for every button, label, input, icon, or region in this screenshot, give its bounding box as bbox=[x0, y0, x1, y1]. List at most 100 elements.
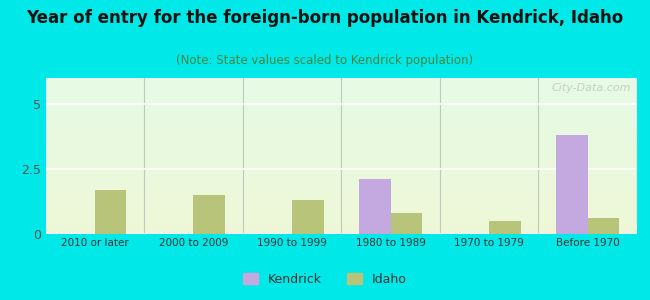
Bar bbox=[46, 143, 637, 144]
Bar bbox=[46, 179, 637, 180]
Bar bbox=[46, 186, 637, 187]
Bar bbox=[46, 156, 637, 157]
Bar bbox=[46, 184, 637, 185]
Bar bbox=[46, 152, 637, 153]
Bar bbox=[46, 168, 637, 169]
Bar bbox=[46, 133, 637, 134]
Bar bbox=[46, 166, 637, 167]
Bar bbox=[46, 87, 637, 88]
Bar bbox=[46, 144, 637, 145]
Bar bbox=[46, 230, 637, 231]
Bar bbox=[46, 220, 637, 221]
Bar bbox=[46, 232, 637, 233]
Bar bbox=[46, 78, 637, 79]
Bar bbox=[46, 176, 637, 177]
Bar bbox=[46, 141, 637, 142]
Bar bbox=[46, 124, 637, 125]
Bar bbox=[46, 217, 637, 218]
Bar bbox=[46, 115, 637, 116]
Bar bbox=[46, 86, 637, 87]
Bar bbox=[46, 79, 637, 80]
Bar bbox=[46, 212, 637, 213]
Bar bbox=[46, 229, 637, 230]
Bar bbox=[46, 96, 637, 97]
Bar bbox=[46, 165, 637, 166]
Bar bbox=[46, 210, 637, 211]
Bar bbox=[46, 211, 637, 212]
Bar bbox=[46, 90, 637, 91]
Bar bbox=[46, 172, 637, 173]
Bar bbox=[46, 82, 637, 83]
Bar bbox=[46, 131, 637, 132]
Bar bbox=[46, 163, 637, 164]
Bar bbox=[46, 159, 637, 160]
Bar bbox=[46, 81, 637, 82]
Bar bbox=[46, 189, 637, 190]
Bar bbox=[46, 100, 637, 101]
Bar bbox=[46, 84, 637, 85]
Bar bbox=[46, 114, 637, 115]
Bar bbox=[46, 218, 637, 219]
Bar bbox=[46, 200, 637, 201]
Bar bbox=[46, 199, 637, 200]
Bar bbox=[46, 190, 637, 191]
Bar bbox=[46, 178, 637, 179]
Bar bbox=[46, 201, 637, 202]
Bar bbox=[46, 132, 637, 133]
Bar bbox=[46, 162, 637, 163]
Bar bbox=[46, 148, 637, 149]
Bar bbox=[46, 233, 637, 234]
Bar bbox=[46, 207, 637, 208]
Bar bbox=[46, 161, 637, 162]
Text: Year of entry for the foreign-born population in Kendrick, Idaho: Year of entry for the foreign-born popul… bbox=[27, 9, 623, 27]
Bar bbox=[46, 93, 637, 94]
Bar bbox=[46, 226, 637, 227]
Bar bbox=[46, 208, 637, 209]
Bar bbox=[46, 177, 637, 178]
Bar bbox=[46, 160, 637, 161]
Bar bbox=[46, 216, 637, 217]
Bar bbox=[46, 95, 637, 96]
Bar bbox=[46, 108, 637, 109]
Bar bbox=[46, 92, 637, 93]
Bar bbox=[46, 138, 637, 139]
Bar bbox=[46, 219, 637, 220]
Text: City-Data.com: City-Data.com bbox=[552, 83, 631, 93]
Bar bbox=[46, 222, 637, 223]
Bar bbox=[46, 89, 637, 90]
Bar bbox=[46, 91, 637, 92]
Bar bbox=[46, 145, 637, 146]
Bar bbox=[588, 218, 619, 234]
Bar bbox=[46, 113, 637, 114]
Bar bbox=[46, 112, 637, 113]
Bar bbox=[46, 99, 637, 100]
Bar bbox=[46, 127, 637, 128]
Bar bbox=[46, 213, 637, 214]
Bar bbox=[46, 94, 637, 95]
Bar bbox=[46, 174, 637, 175]
Bar bbox=[46, 121, 637, 122]
Bar bbox=[46, 80, 637, 81]
Bar bbox=[95, 190, 126, 234]
Bar bbox=[46, 231, 637, 232]
Bar bbox=[46, 122, 637, 123]
Bar bbox=[46, 125, 637, 126]
Bar bbox=[46, 111, 637, 112]
Bar bbox=[46, 153, 637, 154]
Bar bbox=[46, 202, 637, 203]
Bar bbox=[46, 103, 637, 104]
Bar bbox=[46, 192, 637, 193]
Bar bbox=[46, 185, 637, 186]
Bar bbox=[46, 110, 637, 111]
Bar bbox=[46, 195, 637, 196]
Legend: Kendrick, Idaho: Kendrick, Idaho bbox=[238, 268, 412, 291]
Bar bbox=[46, 107, 637, 108]
Bar bbox=[46, 102, 637, 103]
Bar bbox=[46, 175, 637, 176]
Bar bbox=[46, 215, 637, 216]
Bar bbox=[46, 170, 637, 171]
Bar bbox=[46, 88, 637, 89]
Bar bbox=[46, 157, 637, 158]
Bar bbox=[46, 180, 637, 181]
Bar bbox=[46, 209, 637, 210]
